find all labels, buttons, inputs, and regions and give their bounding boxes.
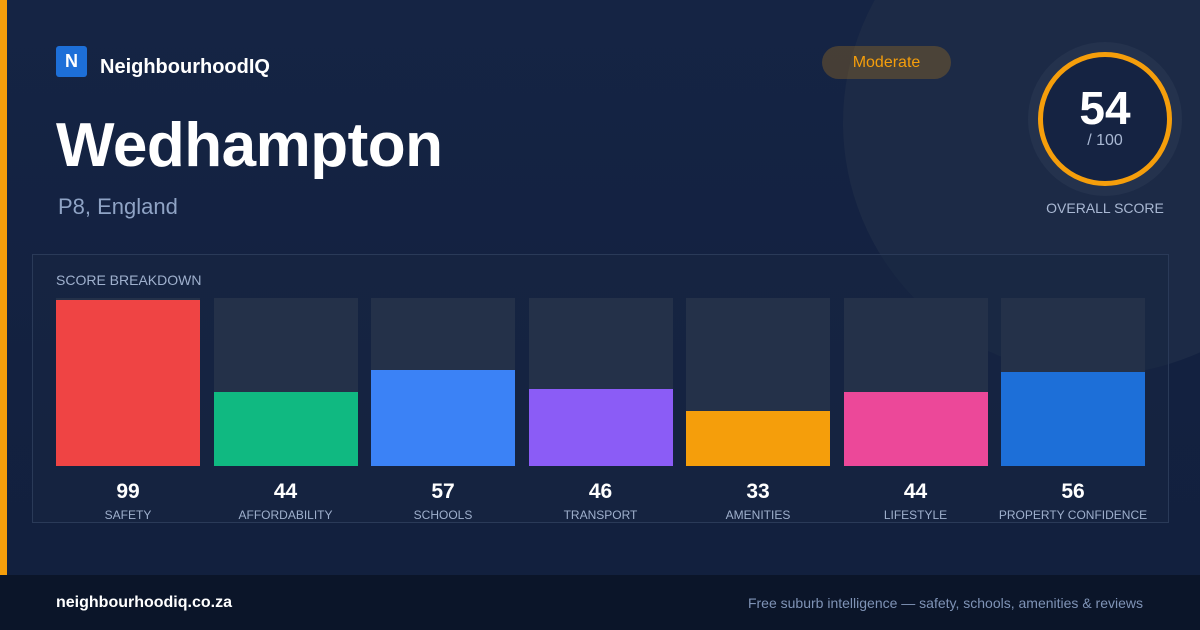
metric-bar-track [56, 298, 200, 466]
logo-icon: N [56, 46, 87, 77]
metric-bar-fill [371, 370, 515, 466]
logo-letter: N [65, 51, 78, 71]
overall-score-label: OVERALL SCORE [1046, 200, 1164, 216]
metric-value: 33 [746, 480, 770, 503]
metric-label: LIFESTYLE [883, 508, 948, 522]
rating-badge: Moderate [822, 46, 951, 79]
metric-value: 44 [903, 480, 928, 503]
metric-bar-fill [686, 410, 830, 466]
metric-bar-fill [1001, 371, 1145, 466]
metric-bar-fill [843, 392, 988, 466]
metric-bar-track [686, 298, 830, 466]
metric-value: 57 [431, 480, 455, 503]
metric-label: SCHOOLS [413, 508, 473, 522]
metric-bar-track [371, 298, 515, 466]
metric-label: AFFORDABILITY [238, 508, 333, 522]
metric-bar-fill [56, 299, 200, 466]
metric-value: 99 [116, 480, 140, 503]
metric-label: SAFETY [104, 508, 152, 522]
metric-value: 44 [273, 480, 298, 503]
footer-url: neighbourhoodiq.co.za [56, 594, 232, 611]
footer [0, 575, 1200, 630]
metric-bar-track [528, 298, 673, 466]
metric-bar-fill [213, 392, 358, 466]
overall-score-max: / 100 [1087, 132, 1123, 149]
brand-name: NeighbourhoodIQ [100, 56, 270, 78]
metric-label: TRANSPORT [563, 508, 638, 522]
overall-score-value: 54 [1079, 82, 1131, 134]
score-breakdown-title: SCORE BREAKDOWN [56, 272, 202, 288]
score-ring [1038, 52, 1172, 186]
metric-bar-fill [528, 388, 673, 466]
metric-label: AMENITIES [725, 508, 791, 522]
metric-value: 56 [1061, 480, 1085, 503]
metric-bar-track [1001, 298, 1145, 466]
footer-tagline: Free suburb intelligence — safety, schoo… [747, 595, 1143, 611]
page-title: Wedhampton [56, 111, 443, 180]
accent-bar [0, 0, 7, 575]
metric-bar-track [843, 298, 988, 466]
metric-label: PROPERTY CONFIDENCE [998, 508, 1148, 522]
metric-bar-track [213, 298, 358, 466]
location-region: P8, England [58, 194, 178, 219]
metric-value: 46 [588, 480, 613, 503]
